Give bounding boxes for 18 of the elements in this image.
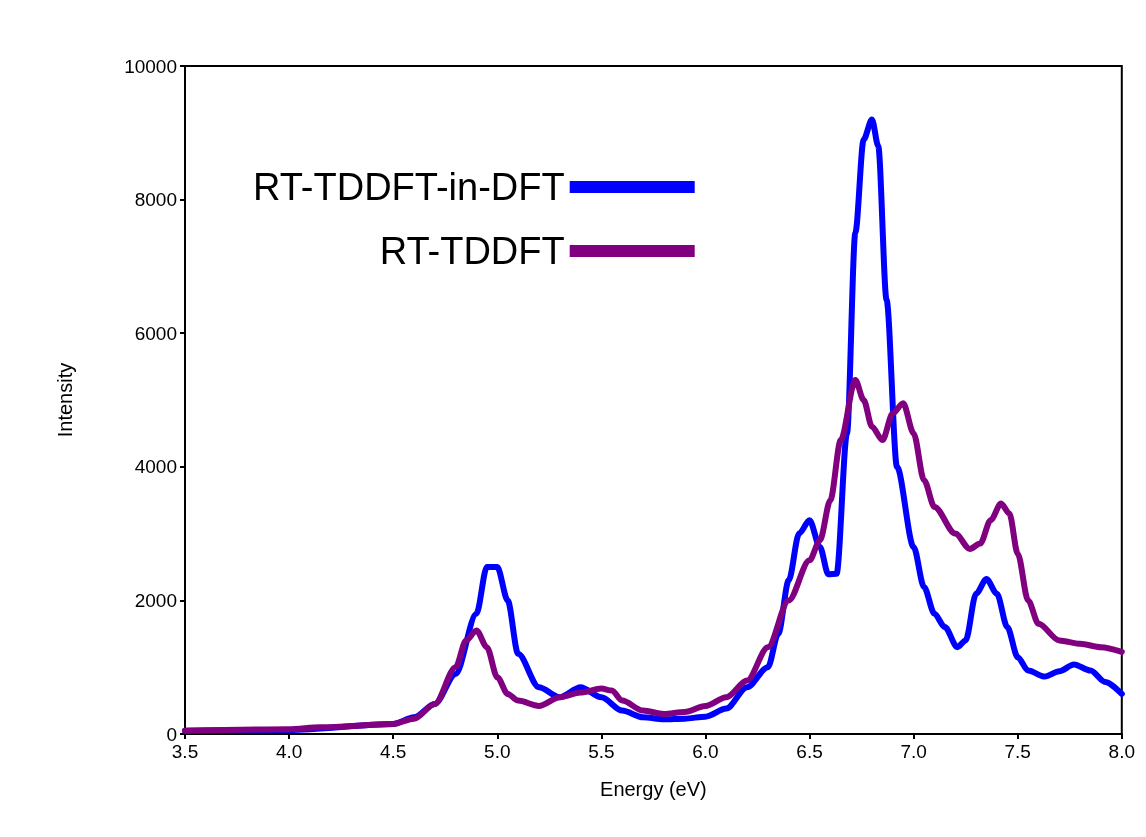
- y-tick-label: 6000: [134, 322, 177, 344]
- y-axis-title: Intensity: [54, 362, 76, 438]
- y-tick-label: 10000: [124, 55, 177, 77]
- x-tick-label: 5.0: [484, 741, 511, 762]
- x-tick-label: 6.5: [796, 741, 823, 762]
- x-tick-label: 8.0: [1108, 741, 1135, 762]
- legend-label: RT-TDDFT-in-DFT: [253, 166, 565, 208]
- x-tick-label: 7.0: [900, 741, 927, 762]
- x-tick-label: 4.5: [379, 741, 407, 762]
- x-axis-title: Energy (eV): [600, 778, 707, 800]
- y-tick-label: 2000: [134, 589, 177, 611]
- x-tick-label: 4.0: [275, 741, 303, 762]
- y-tick-label: 4000: [134, 456, 177, 478]
- legend-label: RT-TDDFT: [379, 230, 565, 272]
- y-tick-label: 8000: [134, 189, 177, 211]
- x-tick-label: 6.0: [692, 741, 719, 762]
- x-tick-label: 5.5: [588, 741, 615, 762]
- x-tick-label: 7.5: [1004, 741, 1031, 762]
